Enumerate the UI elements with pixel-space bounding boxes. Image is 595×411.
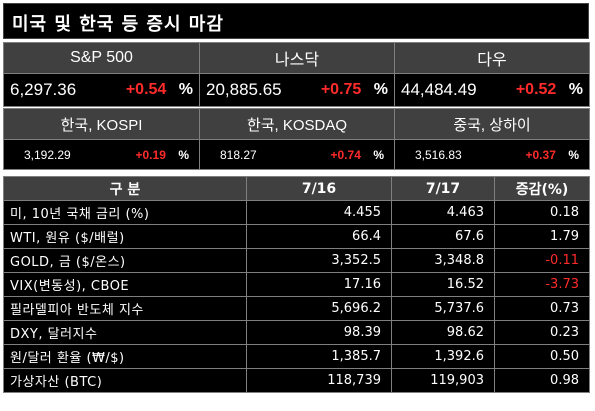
table-row: GOLD, 금 ($/온스) 3,352.5 3,348.8 -0.11 bbox=[3, 248, 590, 273]
index-change: +0.54 bbox=[125, 81, 167, 98]
index-name-shanghai: 중국, 상하이 bbox=[394, 108, 590, 140]
percent-unit: % bbox=[568, 81, 583, 98]
index-name-kosdaq: 한국, KOSDAQ bbox=[199, 108, 395, 140]
change-percent: 0.50 bbox=[494, 344, 590, 369]
indicator-label: 가상자산 (BTC) bbox=[3, 368, 247, 393]
change-percent: 0.18 bbox=[494, 200, 590, 225]
percent-unit: % bbox=[178, 147, 189, 162]
column-header-date1: 7/16 bbox=[246, 176, 392, 201]
index-name-dow: 다우 bbox=[394, 42, 590, 74]
value-7-16: 1,385.7 bbox=[246, 344, 392, 369]
asia-indices-table: 한국, KOSPI 한국, KOSDAQ 중국, 상하이 3,192.29 +0… bbox=[3, 108, 590, 170]
table-row: 원/달러 환율 (₩/$) 1,385.7 1,392.6 0.50 bbox=[3, 344, 590, 369]
percent-unit: % bbox=[568, 147, 579, 162]
page-title: 미국 및 한국 등 증시 마감 bbox=[12, 14, 224, 35]
index-value: 3,192.29 bbox=[24, 147, 71, 162]
value-7-16: 4.455 bbox=[246, 200, 392, 225]
value-7-17: 16.52 bbox=[391, 272, 495, 297]
change-percent: 1.79 bbox=[494, 224, 590, 249]
index-value-cell-sp500: 6,297.36 +0.54 % bbox=[3, 73, 200, 107]
percent-unit: % bbox=[373, 147, 384, 162]
value-7-16: 5,696.2 bbox=[246, 296, 392, 321]
index-value: 818.27 bbox=[220, 147, 257, 162]
index-change: +0.75 bbox=[320, 81, 362, 98]
index-value: 6,297.36 bbox=[10, 80, 77, 99]
value-7-16: 66.4 bbox=[246, 224, 392, 249]
value-7-17: 4.463 bbox=[391, 200, 495, 225]
value-7-16: 118,739 bbox=[246, 368, 392, 393]
index-value-cell-shanghai: 3,516.83 +0.37 % bbox=[394, 139, 590, 170]
value-7-16: 17.16 bbox=[246, 272, 392, 297]
indicators-table: 구 분 7/16 7/17 증감(%) 미, 10년 국채 금리 (%) 4.45… bbox=[3, 176, 590, 393]
change-percent: -3.73 bbox=[494, 272, 590, 297]
percent-unit: % bbox=[178, 81, 193, 98]
column-header-date2: 7/17 bbox=[391, 176, 495, 201]
change-percent: 0.23 bbox=[494, 320, 590, 345]
index-change: +0.19 bbox=[135, 147, 166, 162]
change-percent: 0.73 bbox=[494, 296, 590, 321]
column-header-change: 증감(%) bbox=[494, 176, 590, 201]
table-row: 필라델피아 반도체 지수 5,696.2 5,737.6 0.73 bbox=[3, 296, 590, 321]
column-header-category: 구 분 bbox=[3, 176, 247, 201]
table-row: VIX(변동성), CBOE 17.16 16.52 -3.73 bbox=[3, 272, 590, 297]
index-change: +0.74 bbox=[330, 147, 361, 162]
index-change: +0.52 bbox=[515, 81, 557, 98]
value-7-17: 1,392.6 bbox=[391, 344, 495, 369]
index-value: 20,885.65 bbox=[206, 80, 282, 99]
index-value-cell-kospi: 3,192.29 +0.19 % bbox=[3, 139, 200, 170]
value-7-17: 98.62 bbox=[391, 320, 495, 345]
change-percent: -0.11 bbox=[494, 248, 590, 273]
change-percent: 0.98 bbox=[494, 368, 590, 393]
title-bar: 미국 및 한국 등 증시 마감 bbox=[3, 3, 589, 39]
table-row: 가상자산 (BTC) 118,739 119,903 0.98 bbox=[3, 368, 590, 393]
percent-unit: % bbox=[373, 81, 388, 98]
value-7-17: 119,903 bbox=[391, 368, 495, 393]
indicator-rows: 미, 10년 국채 금리 (%) 4.455 4.463 0.18 WTI, 원유 ($… bbox=[3, 200, 590, 393]
table-row: DXY, 달러지수 98.39 98.62 0.23 bbox=[3, 320, 590, 345]
index-name-kospi: 한국, KOSPI bbox=[3, 108, 200, 140]
indicator-label: 필라델피아 반도체 지수 bbox=[3, 296, 247, 321]
indicator-label: 원/달러 환율 (₩/$) bbox=[3, 344, 247, 369]
value-7-16: 3,352.5 bbox=[246, 248, 392, 273]
index-value-cell-kosdaq: 818.27 +0.74 % bbox=[199, 139, 395, 170]
index-change: +0.37 bbox=[525, 147, 556, 162]
table-row: 미, 10년 국채 금리 (%) 4.455 4.463 0.18 bbox=[3, 200, 590, 225]
value-7-16: 98.39 bbox=[246, 320, 392, 345]
indicator-label: WTI, 원유 ($/배럴) bbox=[3, 224, 247, 249]
index-value: 3,516.83 bbox=[415, 147, 462, 162]
value-7-17: 5,737.6 bbox=[391, 296, 495, 321]
value-7-17: 67.6 bbox=[391, 224, 495, 249]
index-name-nasdaq: 나스닥 bbox=[199, 42, 395, 74]
index-value-cell-nasdaq: 20,885.65 +0.75 % bbox=[199, 73, 395, 107]
indicator-label: GOLD, 금 ($/온스) bbox=[3, 248, 247, 273]
indicator-label: VIX(변동성), CBOE bbox=[3, 272, 247, 297]
index-value: 44,484.49 bbox=[401, 80, 477, 99]
indicator-label: 미, 10년 국채 금리 (%) bbox=[3, 200, 247, 225]
value-7-17: 3,348.8 bbox=[391, 248, 495, 273]
index-value-cell-dow: 44,484.49 +0.52 % bbox=[394, 73, 590, 107]
indicator-label: DXY, 달러지수 bbox=[3, 320, 247, 345]
index-name-sp500: S&P 500 bbox=[3, 42, 200, 74]
table-row: WTI, 원유 ($/배럴) 66.4 67.6 1.79 bbox=[3, 224, 590, 249]
us-indices-table: S&P 500 나스닥 다우 6,297.36 +0.54 % 20,885.6… bbox=[3, 42, 590, 107]
